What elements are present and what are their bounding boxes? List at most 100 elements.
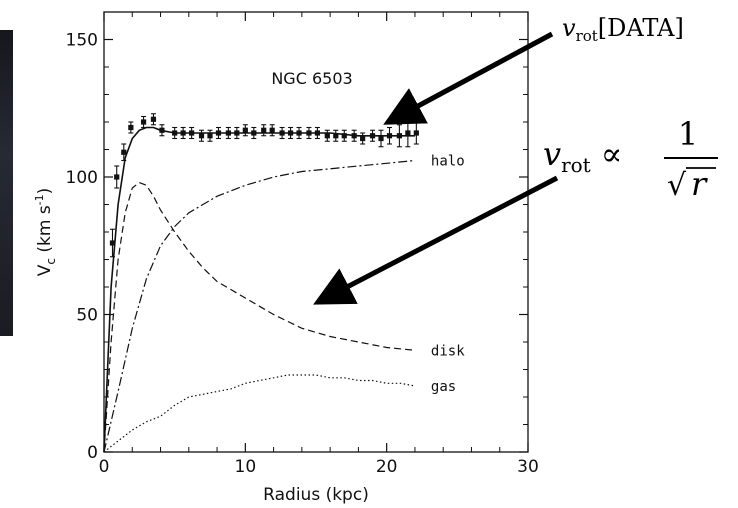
x-tick-label: 10 [235,457,257,477]
model-curves [103,126,416,453]
point-marker [341,133,347,139]
series-line-halo [103,159,415,453]
svg-text:vrot∝: vrot ∝ [543,135,622,177]
point-marker [378,135,384,142]
point-marker [324,133,330,139]
data-point [279,126,285,140]
point-marker [128,124,134,131]
data-point [324,129,330,142]
data-point [121,143,127,162]
data-point [351,129,357,142]
x-tick-label: 20 [376,457,398,477]
point-marker [215,130,222,136]
point-marker [333,133,339,139]
data-points [109,113,419,258]
data-point [287,126,294,140]
data-point [114,165,120,189]
chart-title: NGC 6503 [271,69,352,88]
point-marker [396,133,402,139]
x-tick-label: 0 [99,457,110,477]
data-point [306,126,312,140]
point-marker [251,130,257,136]
curve-label-halo: halo [431,154,465,170]
x-tick-label: 30 [517,457,539,477]
point-marker [287,130,294,136]
series-line-total [103,126,415,453]
point-marker [207,133,213,139]
point-marker [279,130,285,136]
data-point [128,121,134,134]
data-point [360,132,366,145]
point-marker [189,130,195,136]
point-marker [269,127,275,133]
series-line-gas [103,374,416,453]
data-point [172,126,178,140]
point-marker [150,116,157,122]
point-marker [413,130,419,136]
y-tick-label: 0 [87,443,98,463]
y-tick-label: 150 [66,31,98,51]
axis-ticks [103,12,529,453]
data-point [405,118,411,148]
data-point [314,126,321,140]
data-point [333,129,339,142]
point-marker [234,130,240,136]
svg-text:√: √ [667,168,687,203]
data-point [159,124,165,137]
data-point [396,124,402,148]
point-marker [225,130,231,136]
point-marker [261,127,267,133]
point-marker [296,130,302,136]
curve-label-gas: gas [431,379,456,395]
axis-tick-labels: 0 10 20 30 0 50 100 150 [66,31,539,478]
point-marker [159,127,165,133]
point-marker [369,133,376,139]
data-point [269,124,275,137]
point-marker [172,130,178,136]
annotation-arrow-keplerian [313,175,559,305]
data-point [378,129,384,148]
svg-text:1: 1 [678,115,698,153]
y-tick-label: 50 [76,306,98,326]
point-marker [306,130,312,136]
point-marker [180,130,186,136]
series-line-disk [103,181,415,453]
x-axis-title: Radius (kpc) [263,485,369,505]
data-point [386,126,393,145]
y-axis-title: Vc (km s-1) [33,188,58,277]
data-point [150,113,157,126]
data-point [296,126,302,140]
data-point [180,126,186,140]
data-point [341,129,347,142]
background-photo-strip [0,30,13,336]
point-marker [140,119,147,125]
data-point [261,124,267,137]
curve-label-disk: disk [431,343,465,359]
curve-labels: halo disk gas [431,154,465,396]
point-marker [114,174,120,180]
data-point [198,129,205,142]
point-marker [360,135,366,142]
annotation-keplerian-formula: vrot ∝ 1 √ r [543,115,718,203]
data-point [369,129,376,142]
point-marker [242,127,248,133]
y-tick-label: 100 [66,168,98,188]
data-point [207,129,213,142]
data-point [215,126,222,140]
data-point [189,126,195,140]
data-point [242,124,248,137]
point-marker [198,133,205,139]
data-point [140,115,147,129]
data-point [413,121,419,145]
data-point [251,126,257,140]
svg-text:r: r [691,165,708,203]
point-marker [109,240,116,246]
point-marker [405,130,411,136]
annotation-arrow-data [383,31,554,125]
data-point [234,126,240,140]
annotation-vrot-data: vrot[DATA] [562,14,684,45]
data-point [225,126,231,140]
point-marker [351,133,357,139]
data-point [109,228,116,258]
